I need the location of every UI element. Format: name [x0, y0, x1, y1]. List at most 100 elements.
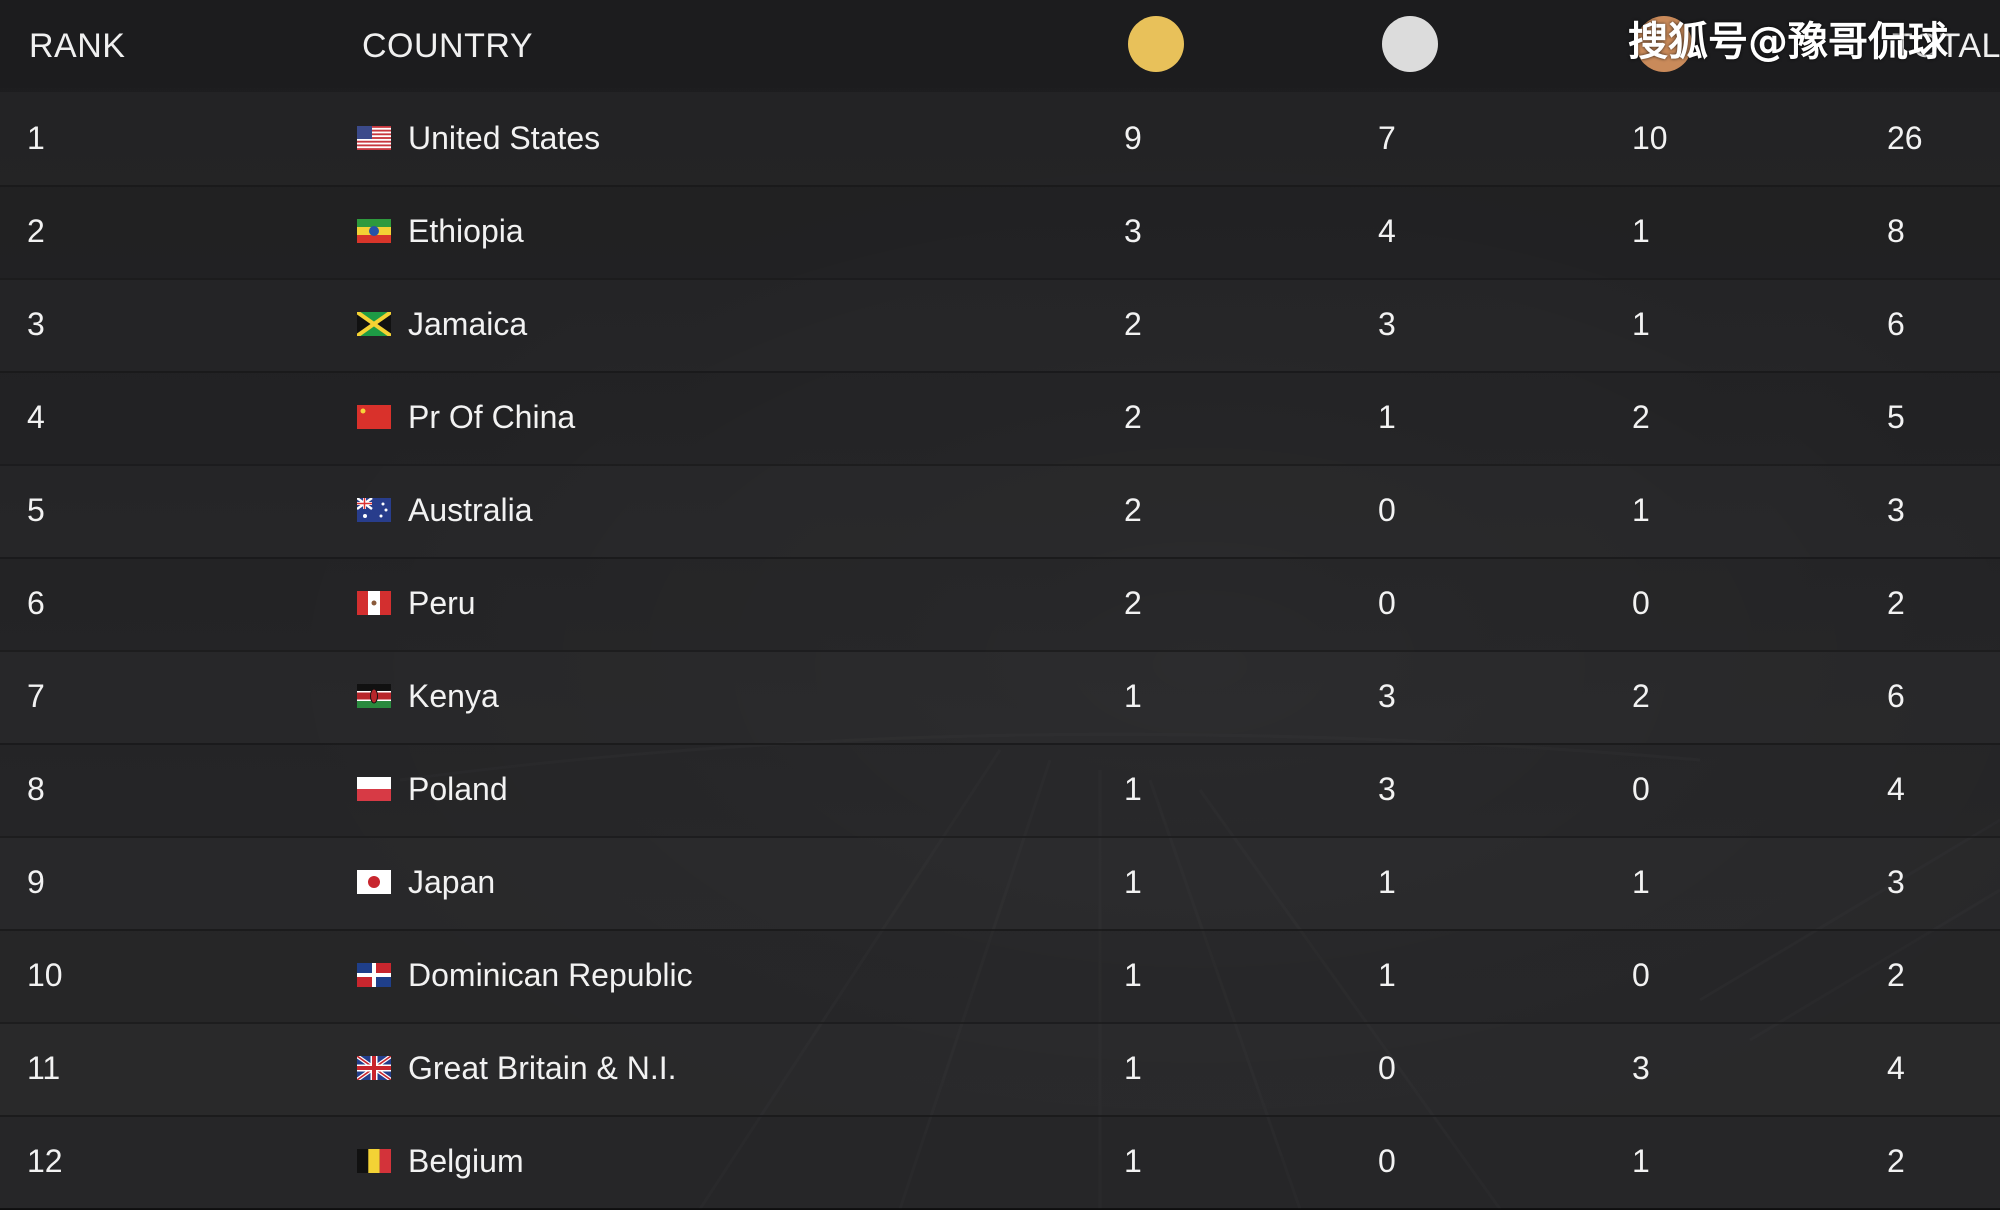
- rank-cell: 10: [27, 957, 63, 993]
- poland-flag-icon: [357, 777, 391, 801]
- rank-column-header: RANK: [29, 27, 126, 65]
- country-name: Poland: [408, 771, 508, 807]
- country-column-header: COUNTRY: [362, 27, 533, 65]
- bronze-count: 1: [1632, 864, 1650, 900]
- silver-count: 3: [1378, 771, 1396, 807]
- belgium-flag-icon: [357, 1149, 391, 1173]
- gold-count: 3: [1124, 213, 1142, 249]
- dominican-republic-flag-icon: [357, 963, 391, 987]
- total-count: 26: [1887, 120, 1923, 156]
- silver-count: 0: [1378, 492, 1396, 528]
- rank-cell: 6: [27, 585, 45, 621]
- australia-flag-icon: [357, 498, 391, 522]
- country-name: Australia: [408, 492, 533, 528]
- table-row[interactable]: 2 Ethiopia 3 4 1 8: [0, 185, 2000, 280]
- country-name: Kenya: [408, 678, 499, 714]
- country-name: Great Britain & N.I.: [408, 1050, 677, 1086]
- gold-count: 2: [1124, 399, 1142, 435]
- country-name: Japan: [408, 864, 496, 900]
- bronze-count: 0: [1632, 585, 1650, 621]
- table-row[interactable]: 10 Dominican Republic 1 1 0 2: [0, 929, 2000, 1024]
- country-name: Jamaica: [408, 306, 528, 342]
- table-row[interactable]: 8 Poland 1 3 0 4: [0, 743, 2000, 838]
- watermark-text: 搜狐号@豫哥侃球: [1628, 19, 1948, 65]
- silver-count: 3: [1378, 678, 1396, 714]
- bronze-count: 3: [1632, 1050, 1650, 1086]
- bronze-count: 1: [1632, 306, 1650, 342]
- china-flag-icon: [357, 405, 391, 429]
- bronze-count: 10: [1632, 120, 1668, 156]
- table-row[interactable]: 5 Australia 2 0 1 3: [0, 464, 2000, 559]
- total-count: 4: [1887, 771, 1905, 807]
- bronze-count: 2: [1632, 678, 1650, 714]
- us-flag-icon: [357, 126, 391, 150]
- country-name: Pr Of China: [408, 399, 576, 435]
- gold-count: 1: [1124, 1050, 1142, 1086]
- kenya-flag-icon: [357, 684, 391, 708]
- silver-count: 4: [1378, 213, 1396, 249]
- country-name: Ethiopia: [408, 213, 524, 249]
- gold-count: 1: [1124, 1143, 1142, 1179]
- gold-count: 1: [1124, 771, 1142, 807]
- country-name: Peru: [408, 585, 476, 621]
- jamaica-flag-icon: [357, 312, 391, 336]
- silver-count: 7: [1378, 120, 1396, 156]
- gold-count: 2: [1124, 585, 1142, 621]
- silver-count: 0: [1378, 585, 1396, 621]
- silver-count: 1: [1378, 864, 1396, 900]
- table-row[interactable]: 7 Kenya 1 3 2 6: [0, 650, 2000, 745]
- bronze-count: 0: [1632, 771, 1650, 807]
- silver-medal-icon: [1382, 16, 1438, 72]
- rank-cell: 1: [27, 120, 45, 156]
- country-name: United States: [408, 120, 601, 156]
- gold-count: 2: [1124, 306, 1142, 342]
- table-row[interactable]: 4 Pr Of China 2 1 2 5: [0, 371, 2000, 466]
- rank-cell: 5: [27, 492, 45, 528]
- rank-cell: 12: [27, 1143, 63, 1179]
- gold-medal-icon: [1128, 16, 1184, 72]
- total-count: 2: [1887, 585, 1905, 621]
- silver-count: 1: [1378, 399, 1396, 435]
- rank-cell: 8: [27, 771, 45, 807]
- total-count: 3: [1887, 492, 1905, 528]
- rank-cell: 11: [27, 1050, 61, 1086]
- japan-flag-icon: [357, 870, 391, 894]
- rank-cell: 3: [27, 306, 45, 342]
- gold-count: 2: [1124, 492, 1142, 528]
- table-row[interactable]: 11 Great Britain & N.I. 1 0 3 4: [0, 1022, 2000, 1117]
- bronze-count: 0: [1632, 957, 1650, 993]
- bronze-count: 1: [1632, 1143, 1650, 1179]
- total-count: 6: [1887, 678, 1905, 714]
- total-count: 5: [1887, 399, 1905, 435]
- ethiopia-flag-icon: [357, 219, 391, 243]
- total-count: 3: [1887, 864, 1905, 900]
- great-britain-flag-icon: [357, 1056, 391, 1080]
- silver-count: 3: [1378, 306, 1396, 342]
- rank-cell: 4: [27, 399, 45, 435]
- rank-cell: 9: [27, 864, 45, 900]
- total-count: 4: [1887, 1050, 1905, 1086]
- table-row[interactable]: 1 United States 9 7 10 26: [0, 92, 2000, 187]
- gold-count: 1: [1124, 864, 1142, 900]
- rank-cell: 2: [27, 213, 45, 249]
- country-name: Belgium: [408, 1143, 524, 1179]
- bronze-count: 1: [1632, 492, 1650, 528]
- total-count: 6: [1887, 306, 1905, 342]
- gold-count: 9: [1124, 120, 1142, 156]
- table-row[interactable]: 3 Jamaica 2 3 1 6: [0, 278, 2000, 373]
- rank-cell: 7: [27, 678, 45, 714]
- silver-count: 0: [1378, 1143, 1396, 1179]
- table-row[interactable]: 6 Peru 2 0 0 2: [0, 557, 2000, 652]
- total-count: 8: [1887, 213, 1905, 249]
- total-count: 2: [1887, 1143, 1905, 1179]
- table-header: RANK COUNTRY TOTAL 搜狐号@豫哥侃球: [0, 0, 2000, 88]
- bronze-count: 1: [1632, 213, 1650, 249]
- silver-count: 1: [1378, 957, 1396, 993]
- table-row[interactable]: 9 Japan 1 1 1 3: [0, 836, 2000, 931]
- silver-count: 0: [1378, 1050, 1396, 1086]
- country-name: Dominican Republic: [408, 957, 693, 993]
- gold-count: 1: [1124, 957, 1142, 993]
- total-column-header: TOTAL: [1892, 27, 2000, 65]
- table-row[interactable]: 12 Belgium 1 0 1 2: [0, 1115, 2000, 1210]
